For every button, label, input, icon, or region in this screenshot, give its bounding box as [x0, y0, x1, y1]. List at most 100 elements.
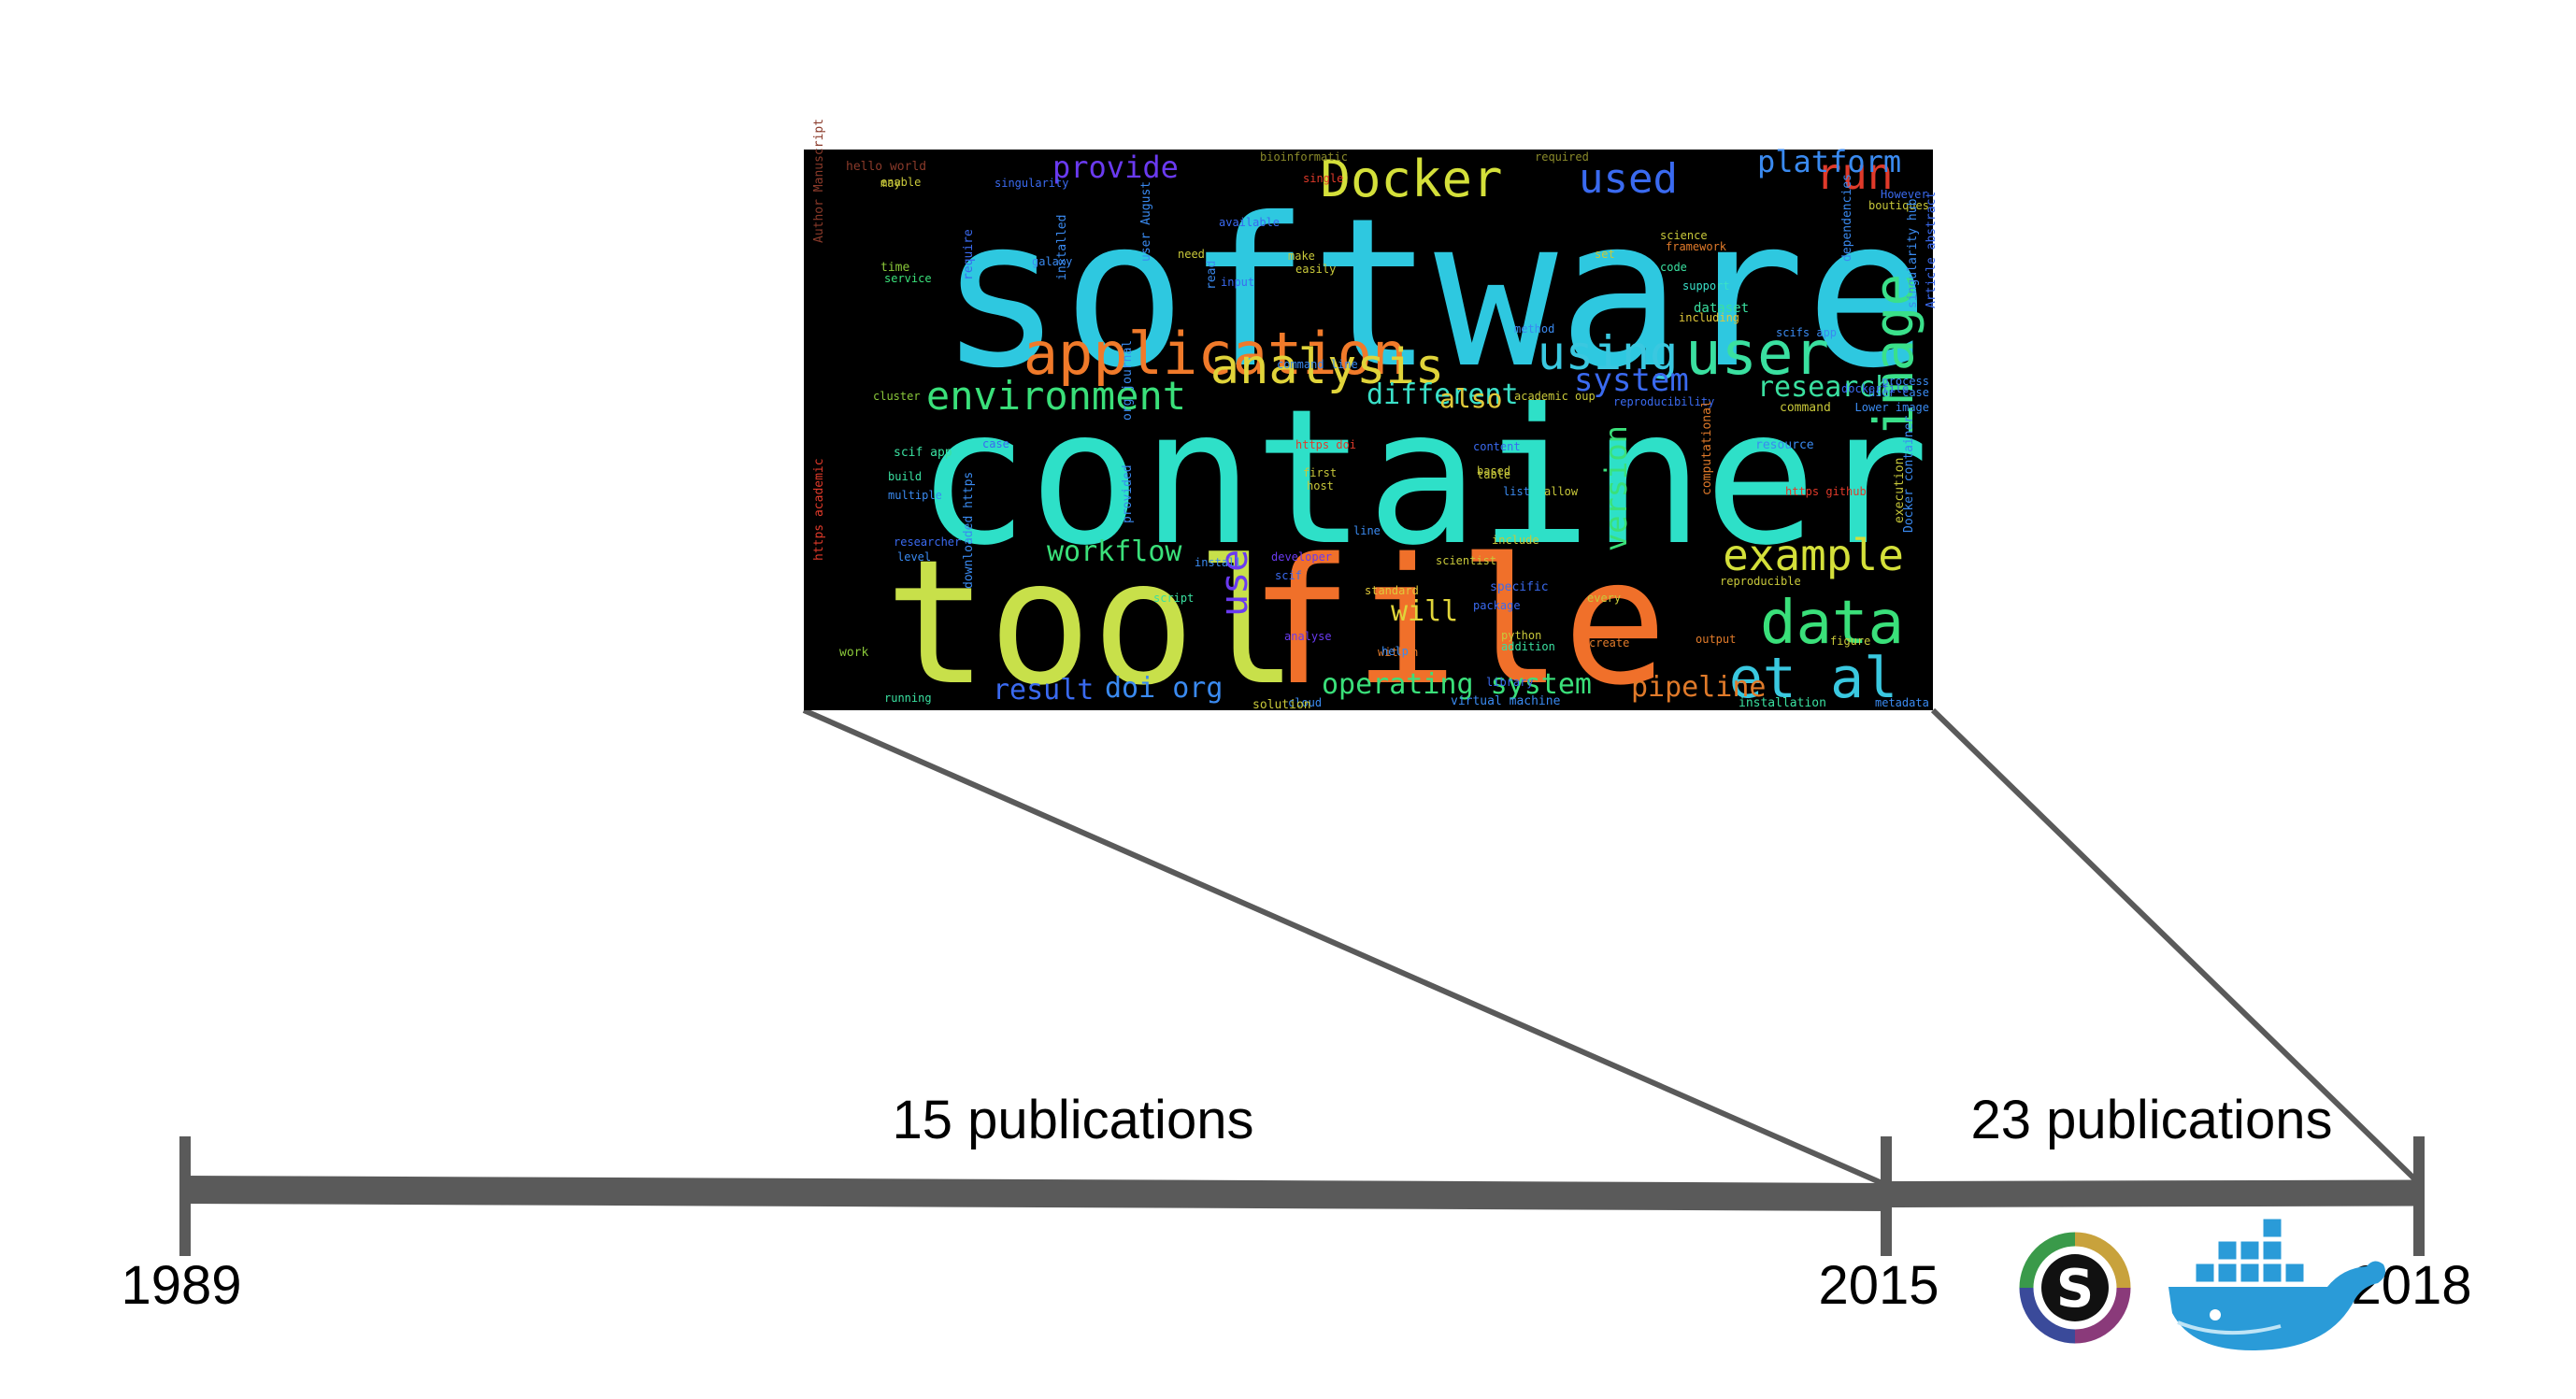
word-cloud-word: user August	[1139, 181, 1153, 262]
word-cloud-word: process	[1882, 375, 1929, 388]
word-cloud-word: cluster	[873, 390, 921, 403]
word-cloud-word: installed	[1055, 215, 1069, 280]
word-cloud-word: researcher	[894, 535, 961, 549]
connector-left	[802, 707, 1888, 1188]
word-cloud-word: resource	[1755, 438, 1814, 452]
timeline-bar-left	[184, 1176, 1889, 1211]
word-cloud-word: installation	[1739, 696, 1826, 710]
word-cloud-word: include	[1492, 534, 1539, 547]
word-cloud-word: Author Manuscript	[812, 119, 826, 243]
singularity-letter: S	[2056, 1259, 2094, 1320]
word-cloud-word: scif	[1275, 569, 1302, 582]
word-cloud-word: based	[1477, 464, 1510, 478]
word-cloud-word: standard	[1365, 584, 1419, 597]
segment-label-1989-2015: 15 publications	[893, 1090, 1254, 1150]
word-cloud-word: use	[1213, 550, 1256, 617]
word-cloud-word: academic oup	[1514, 390, 1596, 403]
year-label-middle: 2015	[1818, 1255, 1939, 1316]
word-cloud-word: example	[1723, 530, 1904, 580]
word-cloud-word: solution	[1252, 698, 1311, 712]
word-cloud-word: software	[938, 174, 1929, 413]
word-cloud-word: first	[1303, 466, 1337, 479]
word-cloud-word: code	[1660, 261, 1687, 274]
word-cloud-word: analysis	[1210, 339, 1444, 395]
connector-right	[1930, 707, 2424, 1188]
word-cloud-word: build	[888, 470, 922, 483]
word-cloud-word: work	[839, 646, 868, 660]
word-cloud-word: workflow	[1047, 535, 1182, 568]
word-cloud-word: including	[1679, 311, 1739, 324]
word-cloud-word: user	[1685, 320, 1829, 389]
word-cloud-word: may	[880, 177, 901, 190]
word-cloud-word: reproducible	[1720, 575, 1801, 588]
word-cloud-word: provide	[1052, 150, 1179, 185]
word-cloud-word: output	[1696, 633, 1736, 646]
word-cloud-word: metadata	[1875, 696, 1929, 709]
word-cloud-word: command line	[1277, 358, 1358, 371]
word-cloud-word: science	[1660, 229, 1708, 242]
word-cloud-word: boutiques	[1868, 199, 1929, 212]
word-cloud-word: case	[982, 437, 1009, 450]
word-cloud-word: scifs app	[1776, 326, 1837, 339]
word-cloud-word: doi org	[1105, 672, 1223, 705]
word-cloud-word: line	[1353, 524, 1381, 537]
word-cloud-word: support	[1682, 279, 1730, 293]
word-cloud-word: org journal	[1121, 340, 1135, 421]
word-cloud-word: using	[1538, 326, 1679, 380]
word-cloud-word: allow	[1544, 485, 1579, 498]
word-cloud-word: platform	[1757, 144, 1901, 179]
docker-logo	[2168, 1216, 2385, 1350]
word-cloud-word: require	[962, 229, 976, 280]
word-cloud-word: every	[1587, 592, 1621, 605]
word-cloud-word: addition	[1501, 640, 1555, 653]
word-cloud-word: bioinformatic	[1260, 150, 1348, 164]
word-cloud-word: content	[1473, 440, 1521, 453]
word-cloud-word: computational	[1700, 400, 1714, 495]
word-cloud-word: also	[1439, 383, 1502, 414]
segment-label-2015-2018: 23 publications	[1971, 1090, 2333, 1150]
timeline-bar-right	[1885, 1179, 2422, 1207]
word-cloud-word: create	[1589, 636, 1629, 650]
word-cloud-word: python	[1501, 629, 1541, 642]
word-cloud-word: pipeline	[1631, 671, 1767, 704]
word-cloud-word: package	[1473, 599, 1521, 612]
word-cloud-word: tool	[884, 523, 1298, 723]
word-cloud-word: enable	[880, 176, 921, 189]
word-cloud-word: within	[1378, 646, 1418, 659]
word-cloud-word: Lower image	[1855, 401, 1929, 414]
word-cloud-word: framework	[1666, 240, 1727, 253]
word-cloud-word: downloaded https	[962, 472, 976, 589]
word-cloud-word: need	[1178, 248, 1205, 261]
word-cloud-word: dockerfile	[1841, 382, 1909, 395]
word-cloud-word: file	[1249, 521, 1667, 723]
word-cloud-word: reproducibility	[1613, 395, 1714, 408]
word-cloud-word: command	[1780, 401, 1831, 415]
word-cloud-word: virtual machine	[1451, 694, 1561, 708]
timeline-axis	[179, 1136, 2425, 1256]
word-cloud-word: used	[1579, 155, 1678, 203]
word-cloud-word: input	[1221, 276, 1254, 289]
word-cloud-word: research	[1757, 371, 1893, 404]
word-cloud-word: level	[897, 550, 931, 564]
word-cloud-word: dataset	[1694, 301, 1749, 316]
word-cloud-word: application	[1023, 320, 1408, 388]
word-cloud-word: set	[1595, 248, 1615, 261]
word-cloud-word: https github	[1785, 485, 1867, 498]
word-cloud-word: Docker container	[1902, 416, 1916, 533]
word-cloud-word: dependencies	[1840, 174, 1854, 262]
word-cloud-word: method	[1514, 322, 1554, 335]
word-cloud-word: However	[1881, 188, 1928, 201]
word-cloud-word: singularity	[995, 177, 1068, 190]
word-cloud-word: help	[1381, 645, 1409, 658]
word-cloud-word: figure	[1830, 635, 1870, 648]
word-cloud-word: data	[1760, 589, 1904, 658]
word-cloud-word: container	[916, 369, 1929, 587]
word-cloud-word: service	[884, 272, 932, 285]
word-cloud-word: different	[1367, 378, 1519, 411]
word-cloud-word: make	[1288, 250, 1315, 263]
word-cloud-word: will	[1391, 595, 1458, 628]
word-cloud-word: developer	[1271, 550, 1332, 564]
word-cloud-word: scientist	[1436, 554, 1496, 567]
